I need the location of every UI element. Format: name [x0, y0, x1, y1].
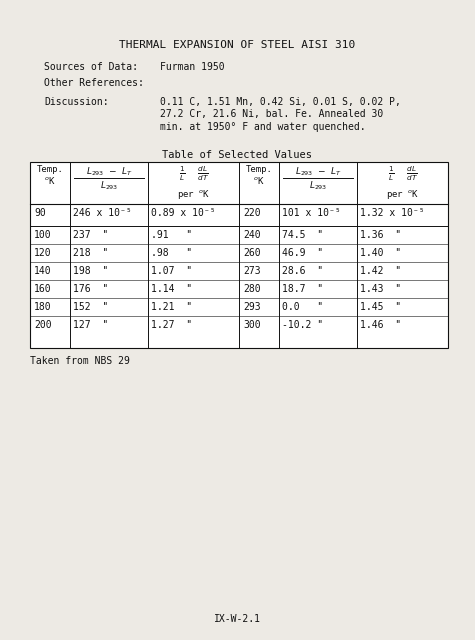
Text: Furman 1950: Furman 1950: [160, 62, 225, 72]
Text: per $^o$K: per $^o$K: [386, 188, 419, 201]
Text: Sources of Data:: Sources of Data:: [44, 62, 138, 72]
Text: 1.45  ": 1.45 ": [360, 302, 401, 312]
Text: $^o$K: $^o$K: [253, 175, 265, 186]
Text: 1.36  ": 1.36 ": [360, 230, 401, 240]
Text: 0.11 C, 1.51 Mn, 0.42 Si, 0.01 S, 0.02 P,: 0.11 C, 1.51 Mn, 0.42 Si, 0.01 S, 0.02 P…: [160, 97, 401, 107]
Text: 1.43  ": 1.43 ": [360, 284, 401, 294]
Text: 160: 160: [34, 284, 52, 294]
Text: 27.2 Cr, 21.6 Ni, bal. Fe. Annealed 30: 27.2 Cr, 21.6 Ni, bal. Fe. Annealed 30: [160, 109, 383, 120]
Text: Temp.: Temp.: [246, 165, 273, 174]
Text: 280: 280: [243, 284, 261, 294]
Text: 180: 180: [34, 302, 52, 312]
Text: Table of Selected Values: Table of Selected Values: [162, 150, 312, 160]
Text: 1.42  ": 1.42 ": [360, 266, 401, 276]
Text: 1.21  ": 1.21 ": [151, 302, 192, 312]
Text: 246 x 10⁻⁵: 246 x 10⁻⁵: [73, 208, 132, 218]
Text: $\frac{1}{L}$  $\frac{dL}{dT}$: $\frac{1}{L}$ $\frac{dL}{dT}$: [388, 165, 418, 184]
Text: 237  ": 237 ": [73, 230, 108, 240]
Text: Discussion:: Discussion:: [44, 97, 109, 107]
Text: 300: 300: [243, 320, 261, 330]
Text: .91   ": .91 ": [151, 230, 192, 240]
Bar: [30, 162, 448, 348]
Text: 90: 90: [34, 208, 46, 218]
Text: 198  ": 198 ": [73, 266, 108, 276]
Text: per $^o$K: per $^o$K: [177, 188, 210, 201]
Text: 28.6  ": 28.6 ": [282, 266, 323, 276]
Text: $L_{293}$: $L_{293}$: [309, 179, 327, 191]
Text: IX-W-2.1: IX-W-2.1: [213, 614, 260, 624]
Text: 1.27  ": 1.27 ": [151, 320, 192, 330]
Text: Taken from NBS 29: Taken from NBS 29: [30, 356, 130, 366]
Text: -10.2 ": -10.2 ": [282, 320, 323, 330]
Text: min. at 1950° F and water quenched.: min. at 1950° F and water quenched.: [160, 122, 366, 132]
Text: 0.89 x 10⁻⁵: 0.89 x 10⁻⁵: [151, 208, 216, 218]
Text: 176  ": 176 ": [73, 284, 108, 294]
Text: $L_{293}$ $-$ $L_T$: $L_{293}$ $-$ $L_T$: [294, 165, 342, 177]
Text: 127  ": 127 ": [73, 320, 108, 330]
Text: 1.07  ": 1.07 ": [151, 266, 192, 276]
Text: 140: 140: [34, 266, 52, 276]
Text: $^o$K: $^o$K: [44, 175, 56, 186]
Text: 220: 220: [243, 208, 261, 218]
Text: 1.40  ": 1.40 ": [360, 248, 401, 258]
Text: 100: 100: [34, 230, 52, 240]
Text: 273: 273: [243, 266, 261, 276]
Text: 46.9  ": 46.9 ": [282, 248, 323, 258]
Text: 18.7  ": 18.7 ": [282, 284, 323, 294]
Text: 1.46  ": 1.46 ": [360, 320, 401, 330]
Text: $L_{293}$ $-$ $L_T$: $L_{293}$ $-$ $L_T$: [86, 165, 133, 177]
Text: 260: 260: [243, 248, 261, 258]
Text: 0.0   ": 0.0 ": [282, 302, 323, 312]
Text: 293: 293: [243, 302, 261, 312]
Text: 1.14  ": 1.14 ": [151, 284, 192, 294]
Text: 200: 200: [34, 320, 52, 330]
Text: 74.5  ": 74.5 ": [282, 230, 323, 240]
Text: .98   ": .98 ": [151, 248, 192, 258]
Text: $L_{293}$: $L_{293}$: [100, 179, 118, 191]
Text: 152  ": 152 ": [73, 302, 108, 312]
Text: 240: 240: [243, 230, 261, 240]
Text: 101 x 10⁻⁵: 101 x 10⁻⁵: [282, 208, 341, 218]
Text: $\frac{1}{L}$  $\frac{dL}{dT}$: $\frac{1}{L}$ $\frac{dL}{dT}$: [179, 165, 209, 184]
Text: 218  ": 218 ": [73, 248, 108, 258]
Text: Temp.: Temp.: [37, 165, 64, 174]
Text: 120: 120: [34, 248, 52, 258]
Text: THERMAL EXPANSION OF STEEL AISI 310: THERMAL EXPANSION OF STEEL AISI 310: [119, 40, 355, 50]
Text: Other References:: Other References:: [44, 78, 144, 88]
Text: 1.32 x 10⁻⁵: 1.32 x 10⁻⁵: [360, 208, 425, 218]
